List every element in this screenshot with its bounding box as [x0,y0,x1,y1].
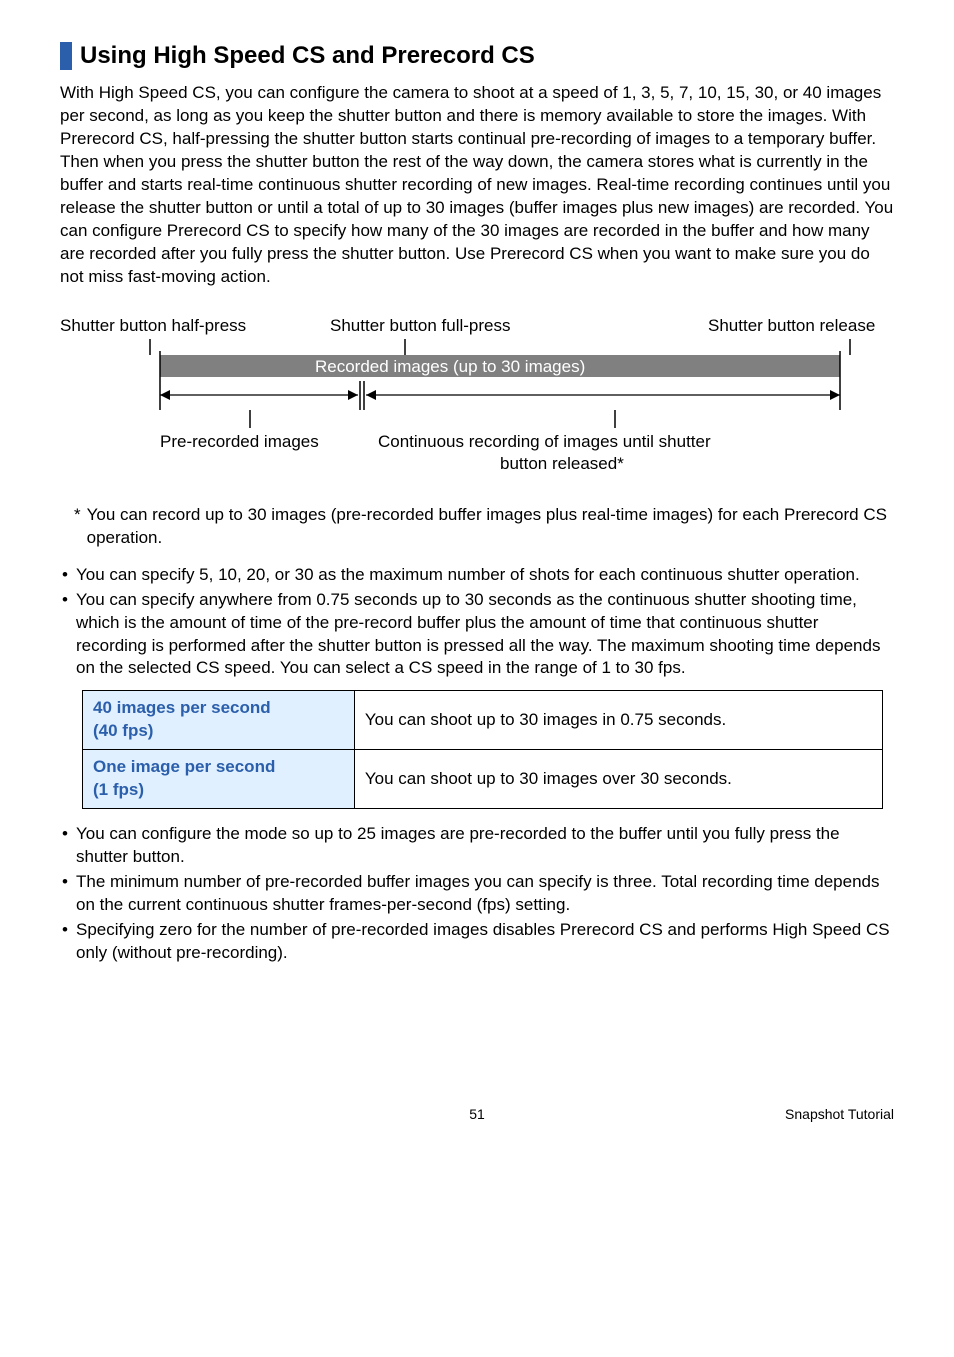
diagram-label-continuous-line1: Continuous recording of images until shu… [378,431,711,454]
footnote-text: You can record up to 30 images (pre-reco… [87,504,894,550]
fps-table: 40 images per second (40 fps) You can sh… [82,690,883,809]
footnote-marker: * [74,504,81,550]
table-head-line2: (40 fps) [93,721,153,740]
table-data-cell: You can shoot up to 30 images over 30 se… [354,750,882,809]
table-head-cell: 40 images per second (40 fps) [83,691,355,750]
bullet-text: You can specify anywhere from 0.75 secon… [76,590,880,678]
intro-paragraph: With High Speed CS, you can configure th… [60,82,894,288]
list-item: You can specify anywhere from 0.75 secon… [60,589,894,681]
diagram-label-continuous-line2: button released* [500,453,624,476]
table-head-cell: One image per second (1 fps) [83,750,355,809]
list-item: You can specify 5, 10, 20, or 30 as the … [60,564,894,587]
table-row: 40 images per second (40 fps) You can sh… [83,691,883,750]
table-row: One image per second (1 fps) You can sho… [83,750,883,809]
bullet-list-1: You can specify 5, 10, 20, or 30 as the … [60,564,894,681]
header-accent-bar [60,42,72,70]
page-number: 51 [469,1105,485,1124]
table-data-cell: You can shoot up to 30 images in 0.75 se… [354,691,882,750]
diagram-bar-text: Recorded images (up to 30 images) [315,356,585,379]
footnote: * You can record up to 30 images (pre-re… [60,504,894,550]
table-head-line1: One image per second [93,757,275,776]
section-title: Using High Speed CS and Prerecord CS [80,40,535,72]
list-item: You can configure the mode so up to 25 i… [60,823,894,869]
table-head-line1: 40 images per second [93,698,271,717]
list-item: Specifying zero for the number of pre-re… [60,919,894,965]
bullet-text: You can specify 5, 10, 20, or 30 as the … [76,565,860,584]
diagram-svg [60,315,894,490]
footer-section-name: Snapshot Tutorial [785,1105,894,1124]
list-item: The minimum number of pre-recorded buffe… [60,871,894,917]
section-header: Using High Speed CS and Prerecord CS [60,40,894,72]
page-footer: 51 Snapshot Tutorial [60,1105,894,1125]
bullet-list-2: You can configure the mode so up to 25 i… [60,823,894,965]
bullet-text: You can configure the mode so up to 25 i… [76,824,840,866]
diagram-label-pre-recorded: Pre-recorded images [160,431,319,454]
table-head-line2: (1 fps) [93,780,144,799]
timing-diagram: Shutter button half-press Shutter button… [60,315,894,490]
bullet-text: Specifying zero for the number of pre-re… [76,920,890,962]
bullet-text: The minimum number of pre-recorded buffe… [76,872,880,914]
